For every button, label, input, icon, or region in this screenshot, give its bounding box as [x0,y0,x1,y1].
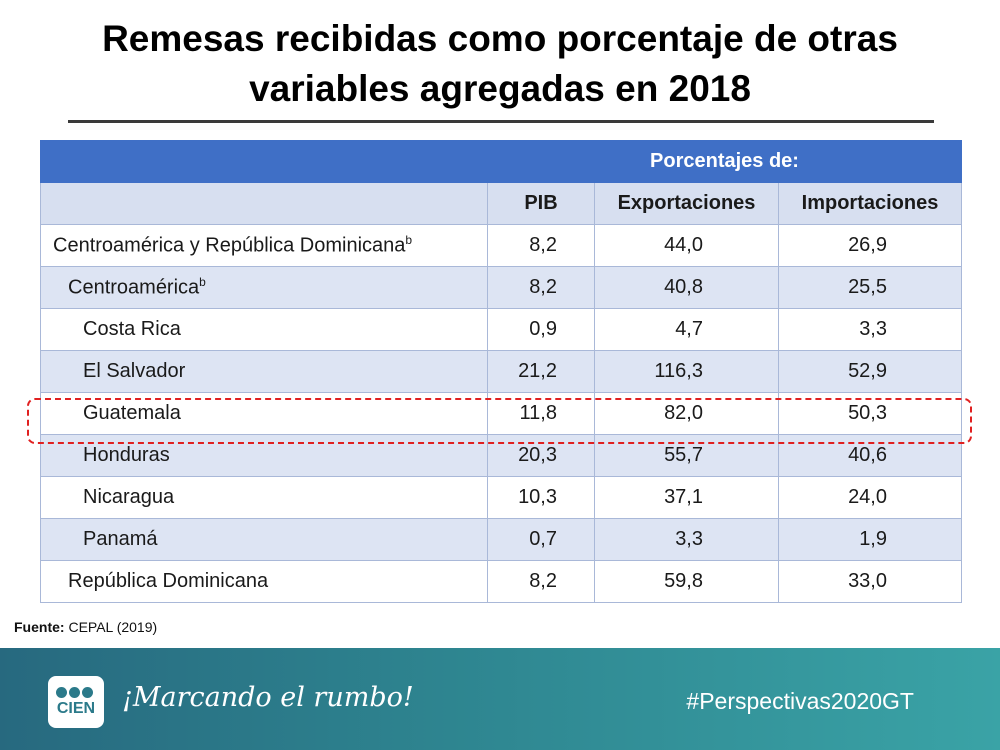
cell-importaciones: 3,3 [778,308,962,351]
cell-importaciones: 26,9 [778,224,962,267]
column-header-exportaciones: Exportaciones [594,182,779,225]
row-label: Nicaragua [40,476,488,519]
footnote-marker: b [199,275,206,290]
cell-importaciones: 40,6 [778,434,962,477]
cell-pib: 8,2 [487,560,595,603]
slogan: ¡Marcando el rumbo! [122,682,414,713]
cell-importaciones: 24,0 [778,476,962,519]
footnote-marker: b [405,233,413,248]
group-header: Porcentajes de: [487,140,962,183]
cell-exportaciones: 59,8 [594,560,779,603]
cell-pib: 10,3 [487,476,595,519]
title-line-2: variables agregadas en 2018 [249,68,751,109]
source-text: CEPAL (2019) [64,619,158,635]
header-name-blank [40,182,488,225]
cell-exportaciones: 116,3 [594,350,779,393]
table-row: Centroaméricab 8,2 40,8 25,5 [40,266,962,309]
page-title: Remesas recibidas como porcentaje de otr… [0,14,1000,114]
row-label: Panamá [40,518,488,561]
cell-exportaciones: 82,0 [594,392,779,435]
table-row: Nicaragua 10,3 37,1 24,0 [40,476,962,519]
table-row: Panamá 0,7 3,3 1,9 [40,518,962,561]
row-label: Centroamérica y República Dominicanab [40,224,488,267]
hashtag: #Perspectivas2020GT [686,688,914,714]
remittances-table: Porcentajes de: PIB Exportaciones Import… [40,140,962,603]
cell-exportaciones: 37,1 [594,476,779,519]
cien-logo: CIEN [48,676,104,728]
row-label: Honduras [40,434,488,477]
cell-pib: 11,8 [487,392,595,435]
title-underline [68,120,934,123]
cell-pib: 8,2 [487,266,595,309]
cell-exportaciones: 3,3 [594,518,779,561]
cell-pib: 0,7 [487,518,595,561]
cell-exportaciones: 55,7 [594,434,779,477]
table-row: Centroamérica y República Dominicanab 8,… [40,224,962,267]
cell-exportaciones: 4,7 [594,308,779,351]
column-header-pib: PIB [487,182,595,225]
cell-pib: 20,3 [487,434,595,477]
row-label: Guatemala [40,392,488,435]
logo-text: CIEN [56,700,96,717]
header-blank [40,140,488,183]
cell-importaciones: 33,0 [778,560,962,603]
table-row-guatemala: Guatemala 11,8 82,0 50,3 [40,392,962,435]
row-label: Costa Rica [40,308,488,351]
footer-banner: CIEN ¡Marcando el rumbo! #Perspectivas20… [0,648,1000,750]
table-row: El Salvador 21,2 116,3 52,9 [40,350,962,393]
cell-pib: 8,2 [487,224,595,267]
table-row: Costa Rica 0,9 4,7 3,3 [40,308,962,351]
cell-importaciones: 52,9 [778,350,962,393]
cell-importaciones: 50,3 [778,392,962,435]
cell-pib: 0,9 [487,308,595,351]
table-row: República Dominicana 8,2 59,8 33,0 [40,560,962,603]
cell-exportaciones: 44,0 [594,224,779,267]
cell-exportaciones: 40,8 [594,266,779,309]
source-label: Fuente: [14,619,65,635]
row-label: El Salvador [40,350,488,393]
row-label: Centroaméricab [40,266,488,309]
row-label: República Dominicana [40,560,488,603]
cell-importaciones: 25,5 [778,266,962,309]
table-row: Honduras 20,3 55,7 40,6 [40,434,962,477]
cell-importaciones: 1,9 [778,518,962,561]
logo-dots-icon [56,685,96,699]
column-header-importaciones: Importaciones [778,182,962,225]
title-line-1: Remesas recibidas como porcentaje de otr… [102,18,898,59]
cell-pib: 21,2 [487,350,595,393]
source-note: Fuente: CEPAL (2019) [14,619,157,635]
